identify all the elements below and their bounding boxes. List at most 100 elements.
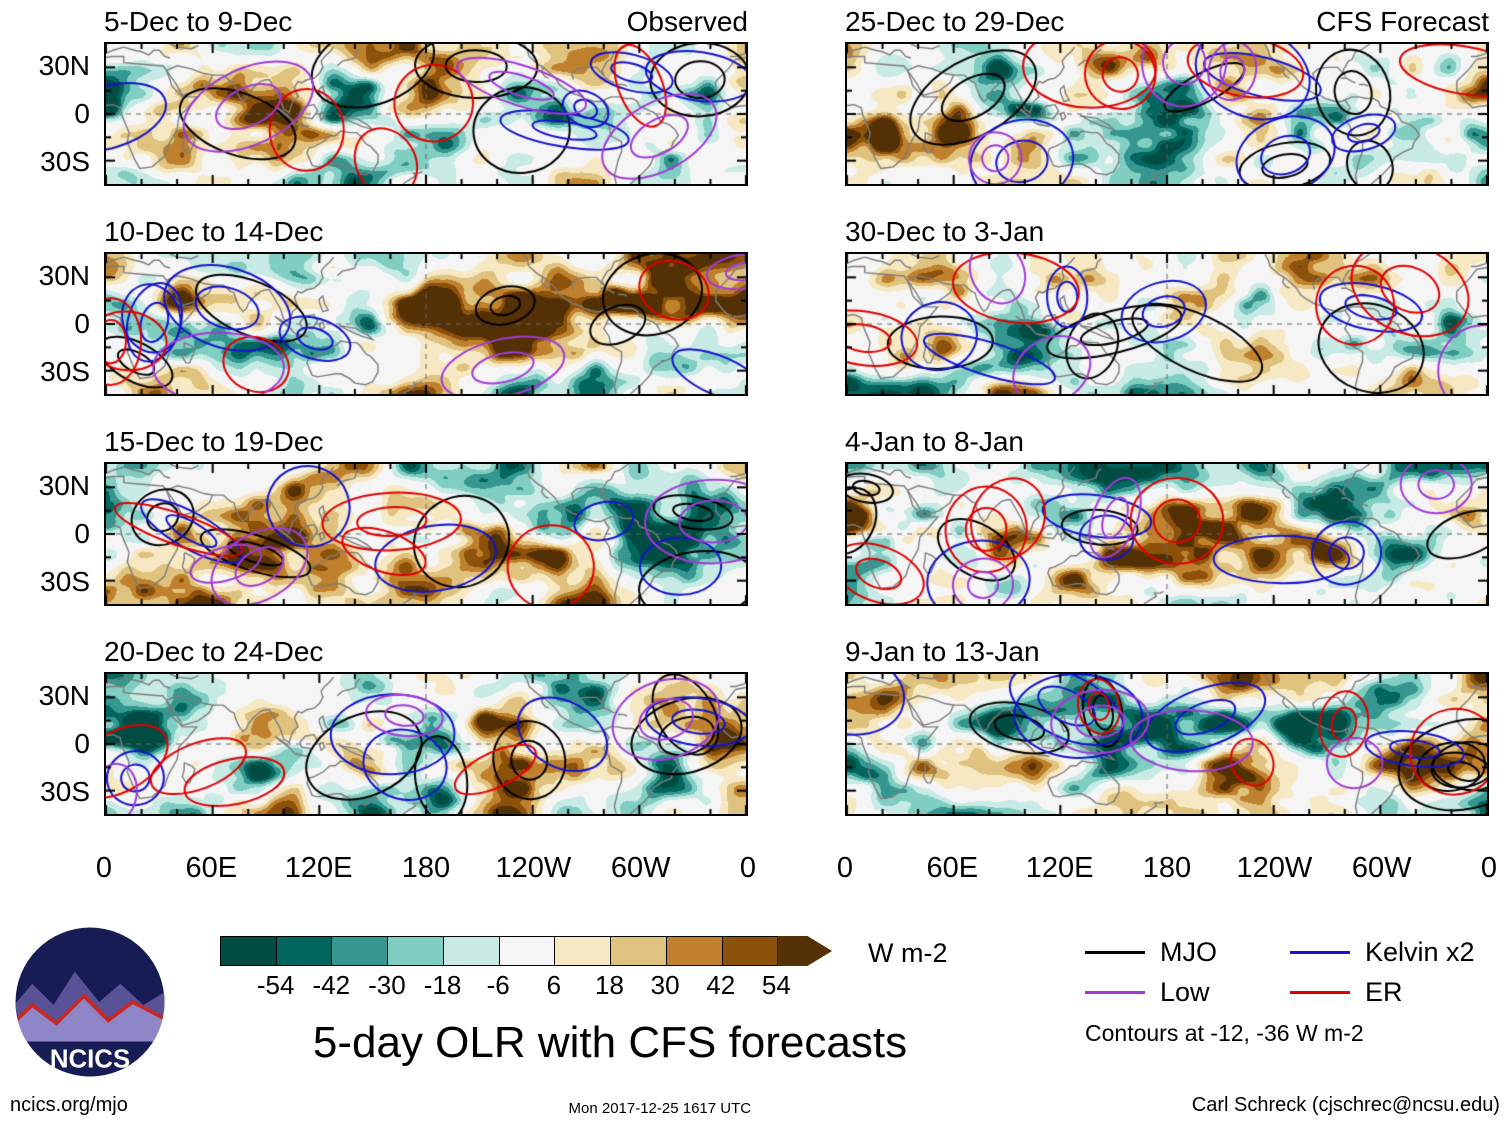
colorbar-cell	[498, 936, 556, 966]
timestamp: Mon 2017-12-25 1617 UTC	[568, 1100, 752, 1117]
olr-map-canvas	[104, 252, 748, 396]
x-tick-label: 0	[836, 852, 854, 884]
map-panel: 10-Dec to 14-Dec 30N 0 30S	[10, 216, 748, 396]
y-axis-labels: 30N 0 30S	[10, 42, 104, 186]
colorbar-tick-label: -42	[312, 970, 351, 1000]
olr-map-canvas	[104, 672, 748, 816]
map-panel: 25-Dec to 29-Dec CFS Forecast	[845, 6, 1489, 186]
legend-item-mjo: MJO	[1085, 936, 1290, 968]
x-tick-label: 120W	[1236, 852, 1313, 884]
colorbar	[220, 936, 833, 966]
colorbar-tick-label: 6	[546, 970, 562, 1000]
legend-label: MJO	[1160, 936, 1217, 967]
panel-date-range: 10-Dec to 14-Dec	[104, 216, 324, 247]
y-tick-label: 30N	[38, 50, 90, 82]
colorbar-tick-label: 54	[761, 970, 791, 1000]
panel-date-range: 20-Dec to 24-Dec	[104, 636, 324, 667]
er-line-swatch	[1290, 990, 1350, 994]
x-tick-label: 120E	[1025, 852, 1094, 884]
map-panel: 5-Dec to 9-Dec Observed 30N 0 30S	[10, 6, 748, 186]
x-tick-label: 180	[401, 852, 451, 884]
x-tick-label: 0	[739, 852, 757, 884]
figure-title: 5-day OLR with CFS forecasts	[312, 1018, 908, 1067]
olr-map-canvas	[104, 462, 748, 606]
colorbar-tick-label: 42	[706, 970, 736, 1000]
map-panel: 9-Jan to 13-Jan	[845, 636, 1489, 816]
panel-source-label: Observed	[626, 6, 748, 37]
x-tick-label: 120W	[495, 852, 572, 884]
x-tick-label: 0	[1480, 852, 1498, 884]
y-tick-label: 0	[74, 98, 90, 129]
colorbar-tick-label: -54	[256, 970, 295, 1000]
y-tick-label: 0	[74, 308, 90, 339]
low-line-swatch	[1085, 990, 1145, 994]
colorbar-cell	[442, 936, 500, 966]
x-tick-label: 120E	[284, 852, 353, 884]
colorbar-units: W m-2	[868, 938, 948, 968]
map-panel: 4-Jan to 8-Jan	[845, 426, 1489, 606]
x-tick-label: 60W	[1351, 852, 1412, 884]
y-tick-label: 30S	[40, 355, 90, 387]
colorbar-cell	[721, 936, 779, 966]
observed-column: 5-Dec to 9-Dec Observed 30N 0 30S 10-Dec…	[10, 6, 756, 890]
colorbar-cell	[554, 936, 612, 966]
x-axis: 0 60E 120E 180 120W 60W 0	[96, 846, 756, 890]
colorbar-cell	[665, 936, 723, 966]
y-tick-label: 0	[74, 518, 90, 549]
colorbar-tick-label: -30	[368, 970, 406, 1000]
credit-text: Carl Schreck (cjschrec@ncsu.edu)	[1191, 1094, 1500, 1116]
x-tick-label: 60W	[610, 852, 671, 884]
figure-footer-block: NCICS -54 -42 -30 -18 -6 6 18 30 42 54 W m-2 5-da…	[10, 926, 1500, 1104]
y-tick-label: 30S	[40, 565, 90, 597]
panel-grid: 5-Dec to 9-Dec Observed 30N 0 30S 10-Dec…	[10, 6, 1500, 890]
colorbar-tick-label: 30	[650, 970, 680, 1000]
panel-source-label: CFS Forecast	[1316, 6, 1489, 37]
x-axis: 0 60E 120E 180 120W 60W 0	[837, 846, 1497, 890]
contour-levels-note: Contours at -12, -36 W m-2	[1085, 1020, 1364, 1046]
colorbar-tick-label: 18	[594, 970, 624, 1000]
olr-map-canvas	[104, 42, 748, 186]
panel-date-range: 5-Dec to 9-Dec	[104, 6, 293, 37]
y-tick-label: 30N	[38, 260, 90, 292]
olr-map-canvas	[845, 462, 1489, 606]
panel-date-range: 4-Jan to 8-Jan	[845, 426, 1024, 457]
x-tick-label: 60E	[926, 852, 979, 884]
olr-map-canvas	[845, 672, 1489, 816]
y-axis-labels: 30N 0 30S	[10, 252, 104, 396]
map-panel: 15-Dec to 19-Dec 30N 0 30S	[10, 426, 748, 606]
colorbar-tick-label: -18	[423, 970, 462, 1000]
y-tick-label: 30S	[40, 145, 90, 177]
colorbar-cell	[610, 936, 667, 966]
y-tick-label: 30N	[38, 470, 90, 502]
ncics-logo: NCICS	[15, 927, 165, 1077]
legend-item-low: Low	[1085, 976, 1290, 1008]
x-tick-label: 0	[95, 852, 113, 884]
legend-item-kelvin: Kelvin x2	[1290, 936, 1505, 968]
y-tick-label: 30S	[40, 775, 90, 807]
mjo-line-swatch	[1085, 950, 1145, 954]
panel-date-range: 30-Dec to 3-Jan	[845, 216, 1045, 247]
contour-legend: MJO Kelvin x2 Low ER Contours at -12, -3…	[1085, 936, 1505, 1047]
legend-label: Kelvin x2	[1365, 936, 1475, 967]
colorbar-cell	[275, 936, 333, 966]
page-footer: ncics.org/mjo Mon 2017-12-25 1617 UTC Ca…	[10, 1094, 1500, 1117]
y-tick-label: 0	[74, 728, 90, 759]
colorbar-cell	[331, 936, 389, 966]
legend-item-er: ER	[1290, 976, 1505, 1008]
logo-text: NCICS	[50, 1045, 130, 1073]
kelvin-line-swatch	[1290, 950, 1350, 954]
olr-map-canvas	[845, 42, 1489, 186]
map-panel: 20-Dec to 24-Dec 30N 0 30S	[10, 636, 748, 816]
legend-label: ER	[1365, 976, 1403, 1007]
colorbar-tick-label: -6	[486, 970, 510, 1000]
colorbar-cell	[777, 936, 833, 966]
y-axis-labels: 30N 0 30S	[10, 672, 104, 816]
colorbar-labels: -54 -42 -30 -18 -6 6 18 30 42 54	[220, 970, 832, 1000]
x-tick-label: 60E	[185, 852, 238, 884]
olr-map-canvas	[845, 252, 1489, 396]
panel-date-range: 15-Dec to 19-Dec	[104, 426, 324, 457]
colorbar-cell	[387, 936, 444, 966]
site-url: ncics.org/mjo	[10, 1094, 128, 1116]
forecast-column: 25-Dec to 29-Dec CFS Forecast 30-Dec to …	[837, 6, 1497, 890]
